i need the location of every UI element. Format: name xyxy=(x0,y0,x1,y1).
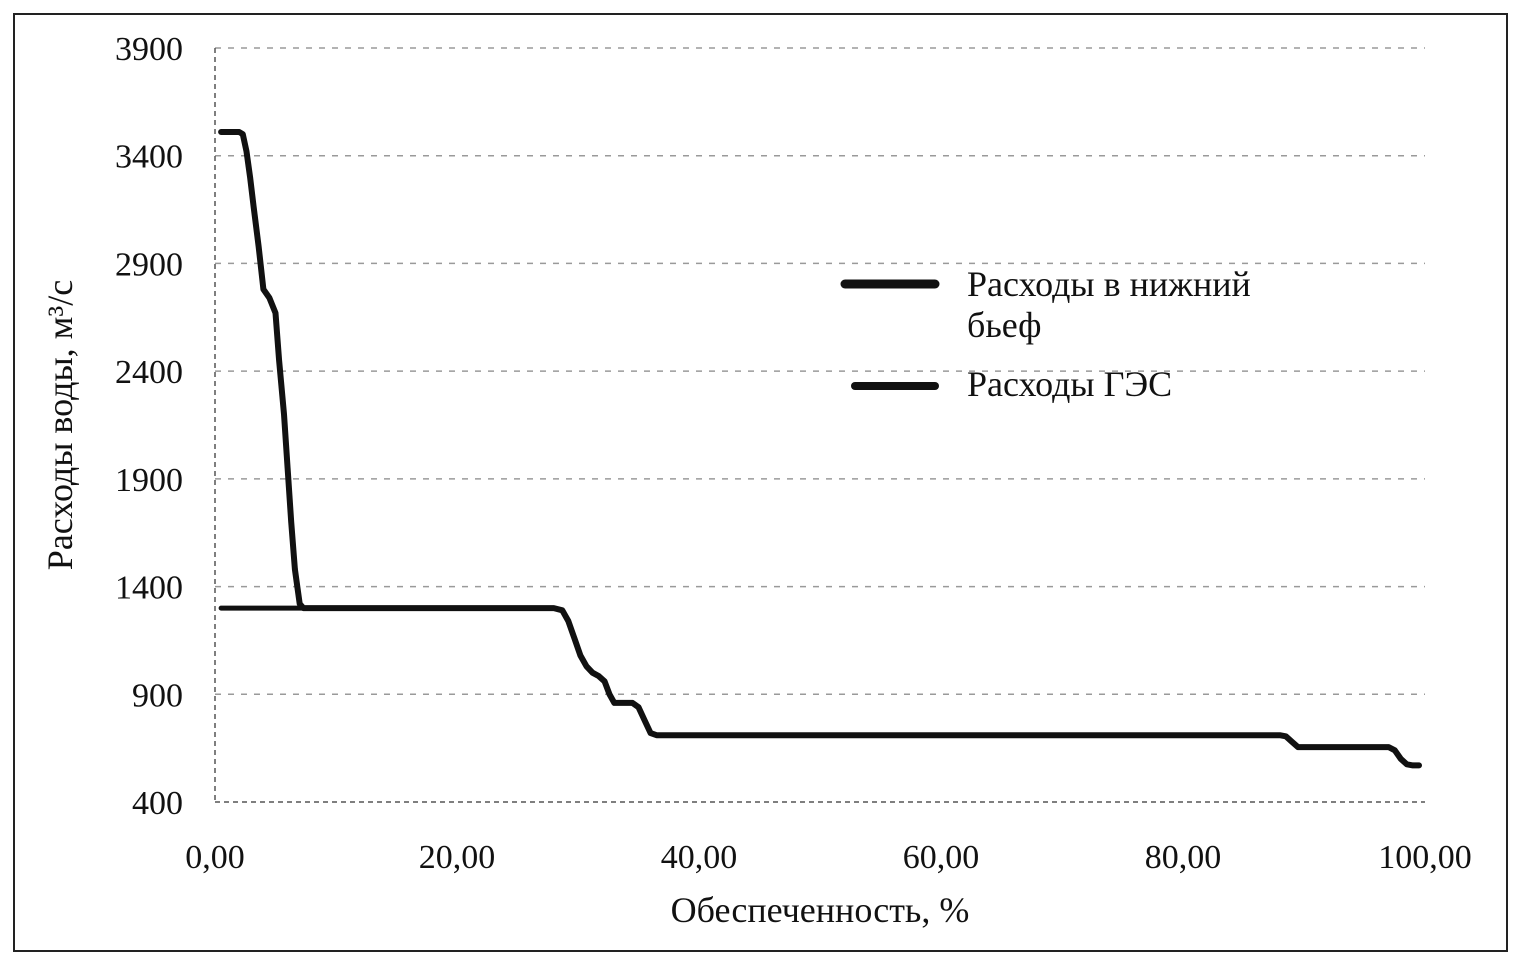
series-line-0 xyxy=(218,129,1422,769)
y-axis-title: Расходы воды, м³/с xyxy=(40,280,80,570)
x-tick-label-2: 40,00 xyxy=(661,839,738,876)
x-axis-title: Обеспеченность, % xyxy=(671,890,970,930)
x-tick-label-0: 0,00 xyxy=(185,839,245,876)
series-line-1 xyxy=(218,605,1422,768)
y-tick-label-2: 1400 xyxy=(115,570,183,607)
x-tick-label-1: 20,00 xyxy=(419,839,496,876)
y-tick-label-4: 2400 xyxy=(115,354,183,391)
x-tick-label-5: 100,00 xyxy=(1378,839,1472,876)
chart-frame xyxy=(13,13,1508,952)
x-tick-label-3: 60,00 xyxy=(903,839,980,876)
legend-label-1: Расходы ГЭС xyxy=(967,364,1172,404)
y-tick-label-0: 400 xyxy=(132,785,183,822)
legend-label-line: Расходы в нижний xyxy=(967,264,1251,304)
legend-label-0: Расходы в нижний бьеф xyxy=(967,264,1251,345)
legend: Расходы в нижний бьеф Расходы ГЭС xyxy=(840,264,1251,404)
legend-label-line: Расходы ГЭС xyxy=(967,364,1172,404)
y-tick-label-1: 900 xyxy=(132,677,183,714)
y-tick-label-6: 3400 xyxy=(115,139,183,176)
y-tick-label-3: 1900 xyxy=(115,462,183,499)
series-lines xyxy=(218,129,1422,769)
y-tick-label-5: 2900 xyxy=(115,246,183,283)
legend-label-line: бьеф xyxy=(967,305,1041,345)
y-tick-label-7: 3900 xyxy=(115,31,183,68)
axes xyxy=(214,48,1425,803)
grid-lines xyxy=(215,47,1425,696)
x-tick-label-4: 80,00 xyxy=(1145,839,1222,876)
y-axis-ticks: 400 900 1400 1900 2400 2900 3400 3900 xyxy=(115,31,183,822)
x-axis-ticks: 0,00 20,00 40,00 60,00 80,00 100,00 xyxy=(185,839,1472,876)
